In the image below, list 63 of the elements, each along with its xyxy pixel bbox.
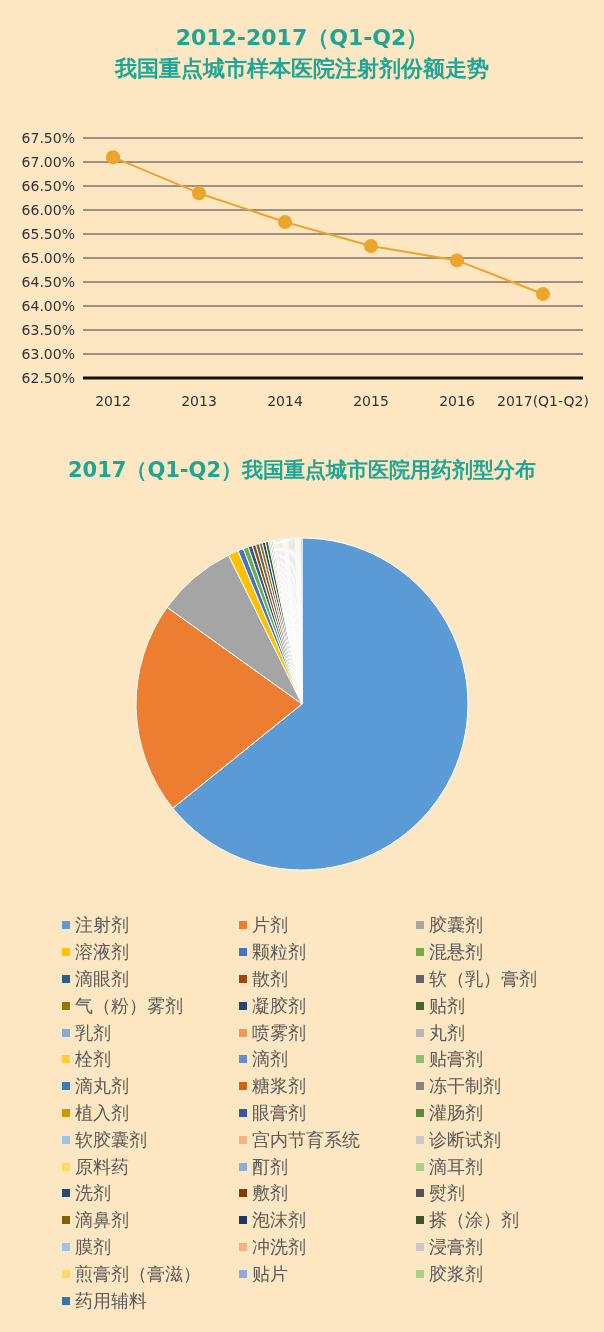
legend-label: 浸膏剂 bbox=[429, 1234, 483, 1259]
y-tick-label: 64.00% bbox=[21, 297, 75, 314]
legend-label: 喷雾剂 bbox=[252, 1020, 306, 1045]
legend-label: 乳剂 bbox=[75, 1020, 111, 1045]
legend-label: 滴鼻剂 bbox=[75, 1208, 129, 1233]
legend-label: 植入剂 bbox=[75, 1100, 129, 1125]
legend-label: 颗粒剂 bbox=[252, 940, 306, 965]
legend-label: 敷剂 bbox=[252, 1181, 288, 1206]
legend-label: 冲洗剂 bbox=[252, 1234, 306, 1259]
chart-title: 2017（Q1-Q2）我国重点城市医院用药剂型分布 bbox=[66, 456, 538, 484]
legend-label: 混悬剂 bbox=[429, 940, 483, 965]
y-tick-label: 64.50% bbox=[21, 273, 75, 290]
legend-label: 冻干制剂 bbox=[429, 1074, 501, 1099]
legend-label: 糖浆剂 bbox=[252, 1074, 306, 1099]
x-tick-label: 2014 bbox=[267, 392, 303, 409]
chart-title: 2012-2017（Q1-Q2） bbox=[174, 24, 430, 52]
legend-label: 凝胶剂 bbox=[252, 993, 306, 1018]
legend-label: 片剂 bbox=[252, 913, 288, 938]
legend-label: 贴膏剂 bbox=[429, 1047, 483, 1072]
legend-label: 胶囊剂 bbox=[429, 913, 483, 938]
legend-label: 熨剂 bbox=[429, 1181, 465, 1206]
y-tick-label: 67.00% bbox=[21, 153, 75, 170]
legend-label: 泡沫剂 bbox=[252, 1208, 306, 1233]
legend-label: 气（粉）雾剂 bbox=[75, 993, 183, 1018]
legend-label: 滴剂 bbox=[252, 1047, 288, 1072]
legend-label: 原料药 bbox=[75, 1154, 129, 1179]
y-tick-label: 63.00% bbox=[21, 345, 75, 362]
legend-label: 宫内节育系统 bbox=[252, 1127, 360, 1152]
y-tick-label: 62.50% bbox=[21, 369, 75, 386]
legend-label: 丸剂 bbox=[429, 1020, 465, 1045]
legend-label: 散剂 bbox=[252, 967, 288, 991]
legend-label: 滴丸剂 bbox=[75, 1074, 129, 1099]
legend-label: 滴耳剂 bbox=[429, 1154, 483, 1179]
legend-label: 胶浆剂 bbox=[429, 1261, 483, 1286]
legend-label: 注射剂 bbox=[75, 913, 129, 938]
x-tick-label: 2017(Q1-Q2) bbox=[497, 392, 589, 409]
legend-label: 滴眼剂 bbox=[75, 967, 129, 991]
y-tick-label: 66.00% bbox=[21, 201, 75, 218]
legend-label: 膜剂 bbox=[75, 1234, 111, 1259]
legend-label: 搽（涂）剂 bbox=[429, 1208, 519, 1233]
legend-label: 栓剂 bbox=[75, 1047, 111, 1072]
legend-label: 灌肠剂 bbox=[429, 1100, 483, 1125]
x-tick-label: 2015 bbox=[353, 392, 389, 409]
y-tick-label: 65.50% bbox=[21, 225, 75, 242]
legend-label: 贴剂 bbox=[429, 993, 465, 1018]
chart-subtitle: 我国重点城市样本医院注射剂份额走势 bbox=[113, 55, 490, 83]
y-tick-label: 63.50% bbox=[21, 321, 75, 338]
x-tick-label: 2012 bbox=[95, 392, 131, 409]
legend-label: 煎膏剂（膏滋） bbox=[75, 1261, 201, 1286]
y-tick-label: 65.00% bbox=[21, 249, 75, 266]
legend-label: 软（乳）膏剂 bbox=[429, 967, 537, 991]
legend-label: 洗剂 bbox=[75, 1181, 111, 1206]
legend-label: 药用辅料 bbox=[75, 1288, 147, 1313]
legend-label: 软胶囊剂 bbox=[75, 1127, 147, 1152]
y-tick-label: 66.50% bbox=[21, 177, 75, 194]
x-tick-label: 2013 bbox=[181, 392, 217, 409]
legend-label: 贴片 bbox=[252, 1261, 288, 1286]
y-tick-label: 67.50% bbox=[21, 129, 75, 146]
x-tick-label: 2016 bbox=[439, 392, 475, 409]
legend-label: 诊断试剂 bbox=[429, 1127, 501, 1152]
legend-label: 酊剂 bbox=[252, 1154, 288, 1179]
legend-label: 眼膏剂 bbox=[252, 1100, 306, 1125]
legend-label: 溶液剂 bbox=[75, 940, 129, 965]
